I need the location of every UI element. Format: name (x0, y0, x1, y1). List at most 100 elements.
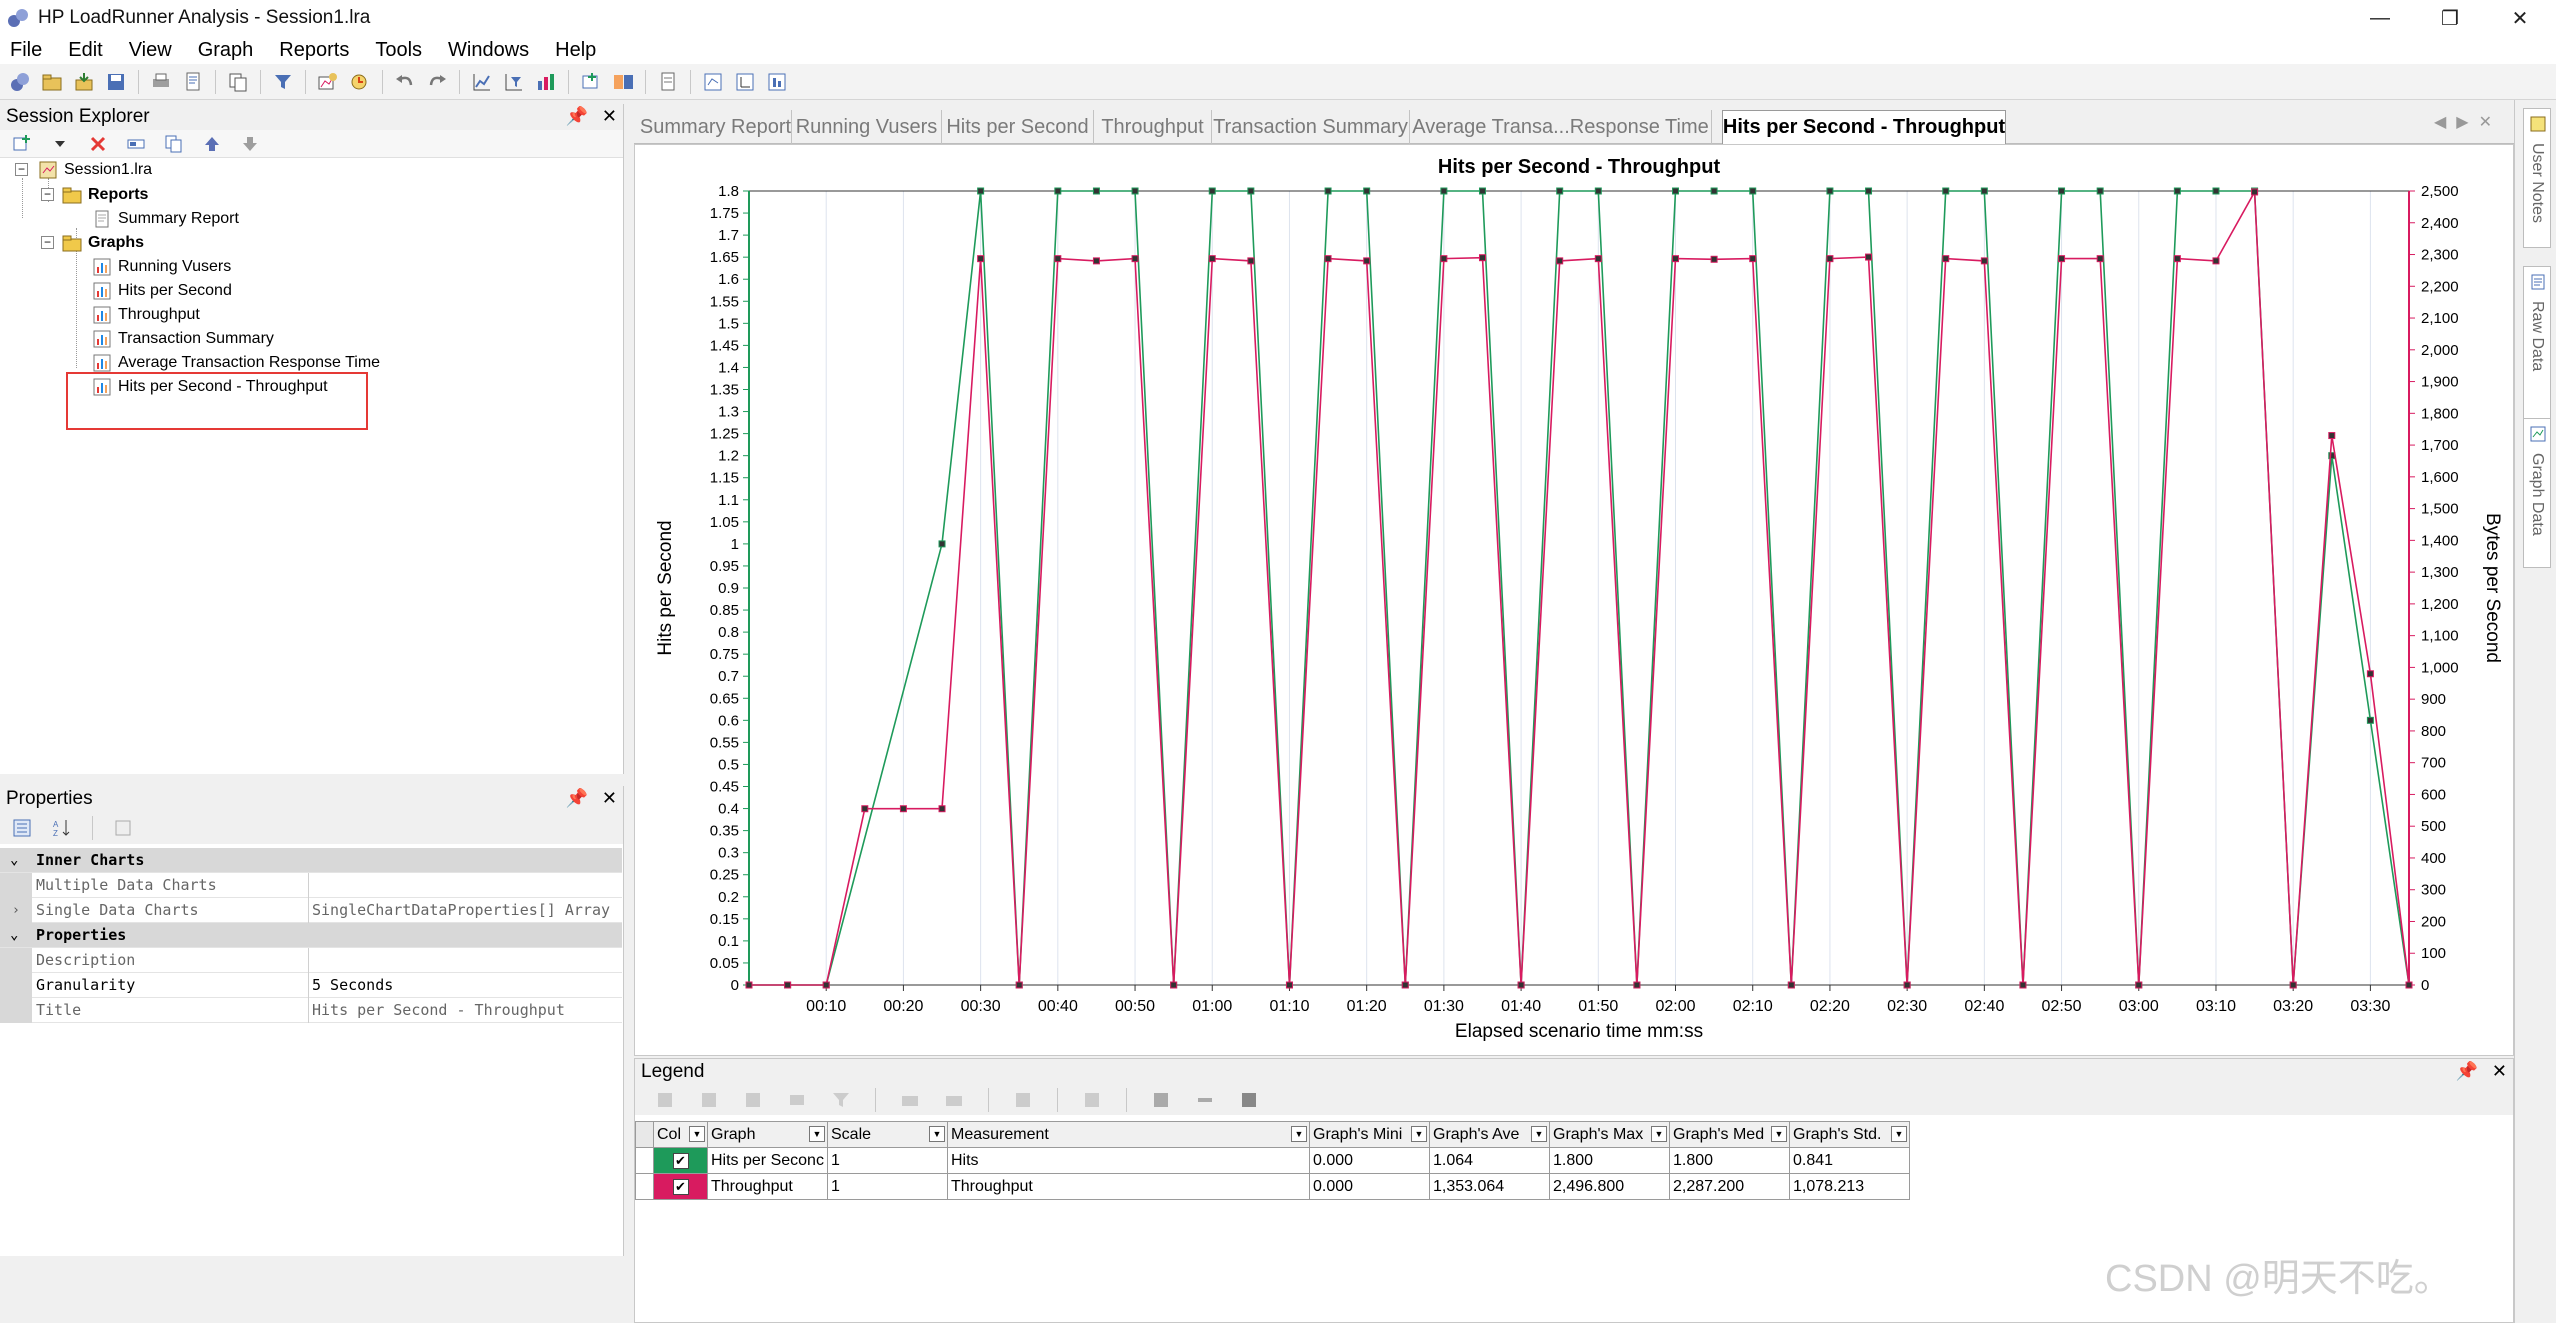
table-cell[interactable]: 1 (827, 1147, 948, 1174)
html-report-icon[interactable] (655, 69, 681, 95)
sla-icon[interactable] (700, 69, 726, 95)
grid-icon[interactable] (1079, 1087, 1105, 1113)
close-panel-icon[interactable]: ✕ (2491, 1061, 2507, 1081)
rename-icon[interactable] (123, 131, 149, 157)
property-category-properties[interactable]: ⌄ Properties (0, 923, 622, 948)
collapse-graphs-toggle[interactable]: − (41, 236, 54, 249)
filter-dropdown-icon[interactable]: ▼ (1291, 1126, 1307, 1142)
series-color-swatch[interactable]: ✔ (653, 1173, 708, 1200)
property-row-single-data-charts[interactable]: › Single Data Charts SingleChartDataProp… (0, 898, 622, 923)
menu-help[interactable]: Help (555, 38, 597, 61)
property-category-inner-charts[interactable]: ⌄ Inner Charts (0, 848, 622, 873)
filter-dropdown-icon[interactable]: ▼ (1411, 1126, 1427, 1142)
tab-running-vusers[interactable]: Running Vusers (792, 110, 942, 144)
collapse-category-icon[interactable]: ⌄ (10, 852, 19, 868)
filter-dropdown-icon[interactable]: ▼ (1531, 1126, 1547, 1142)
property-row-description[interactable]: Description (0, 948, 622, 973)
tree-folder-graphs[interactable]: Graphs (62, 232, 144, 254)
tree-item-hits-per-second-throughput[interactable]: Hits per Second - Throughput (92, 376, 328, 398)
legend-filter-icon[interactable] (828, 1087, 854, 1113)
layout-1-icon[interactable] (1148, 1087, 1174, 1113)
property-row-multiple-data-charts[interactable]: Multiple Data Charts (0, 873, 622, 898)
expand-property-icon[interactable]: › (12, 902, 20, 918)
delete-icon[interactable] (85, 131, 111, 157)
auto-correlate-icon[interactable] (347, 69, 373, 95)
group-by-icon[interactable] (533, 69, 559, 95)
add-graph-icon[interactable] (578, 69, 604, 95)
tree-item-average-transaction-response-time[interactable]: Average Transaction Response Time (92, 352, 380, 374)
row-selector[interactable] (635, 1147, 654, 1174)
menu-reports[interactable]: Reports (279, 38, 350, 61)
graph-settings-icon[interactable] (469, 69, 495, 95)
tree-item-summary-report[interactable]: Summary Report (92, 208, 239, 230)
property-pages-icon[interactable] (110, 815, 136, 841)
filter-dropdown-icon[interactable]: ▼ (1891, 1126, 1907, 1142)
move-up-icon[interactable] (199, 131, 225, 157)
import-icon[interactable] (71, 69, 97, 95)
compare-icon[interactable] (610, 69, 636, 95)
merge-graphs-icon[interactable] (315, 69, 341, 95)
column-header[interactable]: Scale ▼ (827, 1121, 948, 1148)
side-tab-graph-data[interactable]: Graph Data (2523, 418, 2551, 568)
tree-item-transaction-summary[interactable]: Transaction Summary (92, 328, 274, 350)
close-button[interactable]: ✕ (2511, 7, 2529, 30)
tree-item-hits-per-second[interactable]: Hits per Second (92, 280, 232, 302)
save-icon[interactable] (103, 69, 129, 95)
web-page-diagnostics-icon[interactable] (764, 69, 790, 95)
series-visible-checkbox[interactable]: ✔ (672, 1178, 689, 1195)
pin-icon[interactable]: 📌 (565, 788, 588, 808)
legend-row-throughput[interactable]: ✔ Throughput 1 Throughput 0.000 1,353.06… (635, 1173, 1910, 1200)
transaction-analysis-icon[interactable] (732, 69, 758, 95)
tree-item-throughput[interactable]: Throughput (92, 304, 200, 326)
filter-dropdown-icon[interactable]: ▼ (689, 1126, 705, 1142)
row-selector[interactable] (635, 1173, 654, 1200)
report-icon[interactable] (180, 69, 206, 95)
property-value[interactable]: 5 Seconds (312, 976, 394, 994)
graph-filter-icon[interactable] (501, 69, 527, 95)
property-value[interactable]: Hits per Second - Throughput (312, 1001, 565, 1019)
side-tab-user-notes[interactable]: User Notes (2523, 108, 2551, 248)
column-header[interactable]: Graph ▼ (707, 1121, 828, 1148)
property-row-title[interactable]: Title Hits per Second - Throughput (0, 998, 622, 1023)
collapse-root-toggle[interactable]: − (15, 163, 28, 176)
open-icon[interactable] (39, 69, 65, 95)
animate-icon[interactable] (897, 1087, 923, 1113)
tree-item-running-vusers[interactable]: Running Vusers (92, 256, 231, 278)
close-panel-icon[interactable]: ✕ (601, 106, 617, 126)
copy-icon[interactable] (225, 69, 251, 95)
menu-tools[interactable]: Tools (375, 38, 423, 61)
duplicate-icon[interactable] (161, 131, 187, 157)
hide-all-icon[interactable] (696, 1087, 722, 1113)
tab-transaction-summary[interactable]: Transaction Summary (1212, 110, 1410, 144)
table-cell[interactable]: 1 (827, 1173, 948, 1200)
column-header[interactable]: Graph's Ave ▼ (1429, 1121, 1550, 1148)
menu-graph[interactable]: Graph (197, 38, 254, 61)
pin-icon[interactable]: 📌 (565, 106, 588, 126)
legend-row-hits[interactable]: ✔ Hits per Seconc 1 Hits 0.000 1.064 1.8… (635, 1147, 1910, 1174)
property-row-granularity[interactable]: Granularity 5 Seconds (0, 973, 622, 998)
undo-icon[interactable] (392, 69, 418, 95)
tree-folder-reports[interactable]: Reports (62, 184, 148, 206)
menu-windows[interactable]: Windows (448, 38, 530, 61)
collapse-category-icon[interactable]: ⌄ (10, 927, 19, 943)
series-color-swatch[interactable]: ✔ (653, 1147, 708, 1174)
pin-icon[interactable]: 📌 (2455, 1061, 2478, 1081)
tab-summary-report[interactable]: Summary Report (640, 110, 792, 144)
column-header[interactable]: Graph's Mini ▼ (1309, 1121, 1430, 1148)
filter-dropdown-icon[interactable]: ▼ (929, 1126, 945, 1142)
menu-file[interactable]: File (10, 38, 43, 61)
filter-icon[interactable] (270, 69, 296, 95)
collapse-reports-toggle[interactable]: − (41, 188, 54, 201)
menu-view[interactable]: View (128, 38, 172, 61)
menu-edit[interactable]: Edit (68, 38, 103, 61)
column-chooser-icon[interactable] (1010, 1087, 1036, 1113)
show-all-icon[interactable] (652, 1087, 678, 1113)
categorized-icon[interactable] (9, 815, 35, 841)
layout-3-icon[interactable] (1236, 1087, 1262, 1113)
export-legend-icon[interactable] (941, 1087, 967, 1113)
add-new-item-icon[interactable] (9, 131, 35, 157)
maximize-button[interactable]: ❐ (2441, 7, 2459, 30)
show-only-selected-icon[interactable] (740, 1087, 766, 1113)
column-header[interactable]: Graph's Std. ▼ (1789, 1121, 1910, 1148)
close-panel-icon[interactable]: ✕ (601, 788, 617, 808)
